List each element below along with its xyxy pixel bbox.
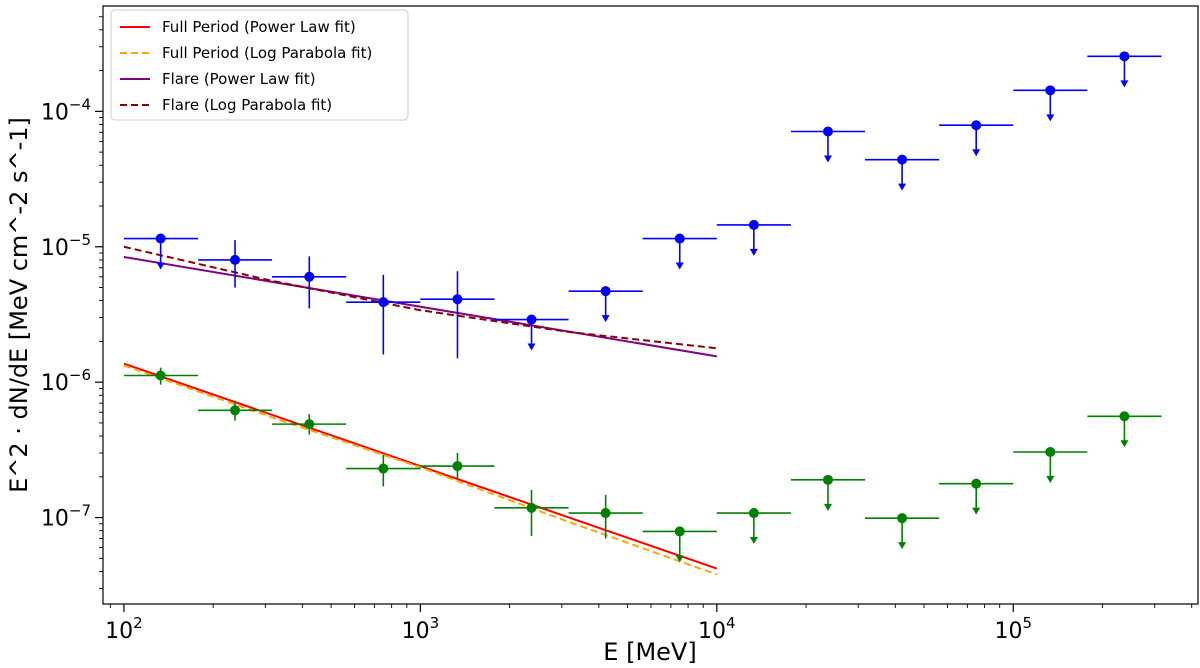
data-marker [526, 314, 537, 325]
data-point [716, 508, 791, 545]
data-point [1087, 411, 1162, 448]
data-marker [230, 254, 241, 265]
legend-label: Flare (Log Parabola fit) [162, 96, 332, 114]
data-marker [822, 474, 833, 485]
data-point [790, 126, 866, 163]
data-marker [822, 126, 833, 137]
data-marker [1045, 446, 1056, 457]
x-axis-label: E [MeV] [603, 638, 696, 666]
upper-limit-arrowhead [675, 555, 684, 563]
legend: Full Period (Power Law fit) Full Period (… [110, 9, 409, 121]
data-point [642, 233, 717, 270]
data-point [272, 256, 347, 309]
data-marker [155, 370, 166, 381]
data-marker [452, 461, 463, 472]
data-point [1013, 85, 1088, 122]
upper-limit-arrowhead [156, 262, 165, 270]
data-point [642, 526, 717, 563]
data-point [123, 233, 199, 270]
x-tick-label: 105 [994, 614, 1032, 644]
data-marker [1045, 85, 1056, 96]
x-tick-label: 102 [105, 614, 143, 644]
log-parabola-fit-line [123, 364, 718, 576]
power-law-fit-line [123, 362, 718, 570]
upper-limit-arrowhead [1046, 114, 1055, 122]
data-marker [304, 419, 315, 430]
data-point [494, 314, 569, 351]
data-point [420, 452, 495, 480]
upper-limit-arrowhead [898, 183, 907, 191]
upper-limit-arrowhead [749, 537, 758, 545]
data-point [1087, 51, 1162, 88]
data-marker [897, 513, 908, 524]
y-tick-label: 10−5 [41, 231, 91, 261]
upper-limit-arrowhead [527, 343, 536, 351]
y-tick-label: 10−4 [41, 95, 91, 125]
upper-limit-arrowhead [675, 262, 684, 270]
log-parabola-fit-line [123, 245, 717, 350]
y-tick-label: 10−7 [41, 502, 91, 532]
data-point [346, 274, 421, 355]
upper-limit-arrowhead [1046, 475, 1055, 483]
data-point [420, 271, 495, 359]
data-marker [600, 286, 611, 297]
upper-limit-arrowhead [972, 507, 981, 515]
legend-label: Full Period (Power Law fit) [162, 18, 356, 36]
data-marker [600, 508, 611, 519]
data-marker [748, 219, 759, 230]
data-point [272, 414, 347, 435]
data-marker [674, 526, 685, 537]
data-point [939, 478, 1014, 515]
legend-label: Flare (Power Law fit) [162, 70, 316, 88]
data-marker [378, 463, 389, 474]
axes: 102 103 104 105 10−7 10−6 10−5 10−4 [41, 16, 1193, 644]
data-point [494, 489, 569, 537]
data-marker [748, 508, 759, 519]
data-point [716, 219, 791, 256]
data-point [198, 240, 273, 288]
power-law-fit-line [123, 256, 717, 358]
upper-limit-arrowhead [749, 248, 758, 256]
upper-limit-arrowhead [898, 542, 907, 550]
x-tick-label: 103 [402, 614, 440, 644]
plot-frame [102, 5, 1199, 605]
data-point [865, 513, 940, 550]
data-marker [378, 297, 389, 308]
data-point [346, 454, 421, 487]
data-point [790, 474, 866, 511]
upper-limit-arrowhead [1120, 80, 1129, 88]
data-marker [1119, 51, 1130, 62]
data-marker [1119, 411, 1130, 422]
data-point [123, 367, 199, 385]
data-marker [971, 478, 982, 489]
data-marker [155, 233, 166, 244]
data-point [198, 400, 273, 421]
data-point [1013, 446, 1088, 483]
data-point [568, 494, 643, 539]
data-point [568, 286, 643, 323]
y-tick-label: 10−6 [41, 366, 91, 396]
data-marker [971, 120, 982, 131]
upper-limit-arrowhead [823, 155, 832, 163]
data-marker [304, 271, 315, 282]
legend-box [110, 9, 409, 121]
legend-label: Full Period (Log Parabola fit) [162, 44, 372, 62]
data-point [939, 120, 1014, 157]
upper-limit-arrowhead [1120, 440, 1129, 448]
upper-limit-arrowhead [601, 315, 610, 323]
upper-limit-arrowhead [972, 149, 981, 157]
plot-area [123, 51, 1162, 576]
data-marker [452, 294, 463, 305]
data-point [865, 154, 940, 191]
data-marker [674, 233, 685, 244]
y-axis-label: E^2 · dN/dE [MeV cm^-2 s^-1] [5, 117, 33, 493]
data-marker [897, 154, 908, 165]
data-marker [230, 405, 241, 416]
upper-limit-arrowhead [823, 503, 832, 511]
x-tick-label: 104 [698, 614, 736, 644]
data-marker [526, 502, 537, 513]
